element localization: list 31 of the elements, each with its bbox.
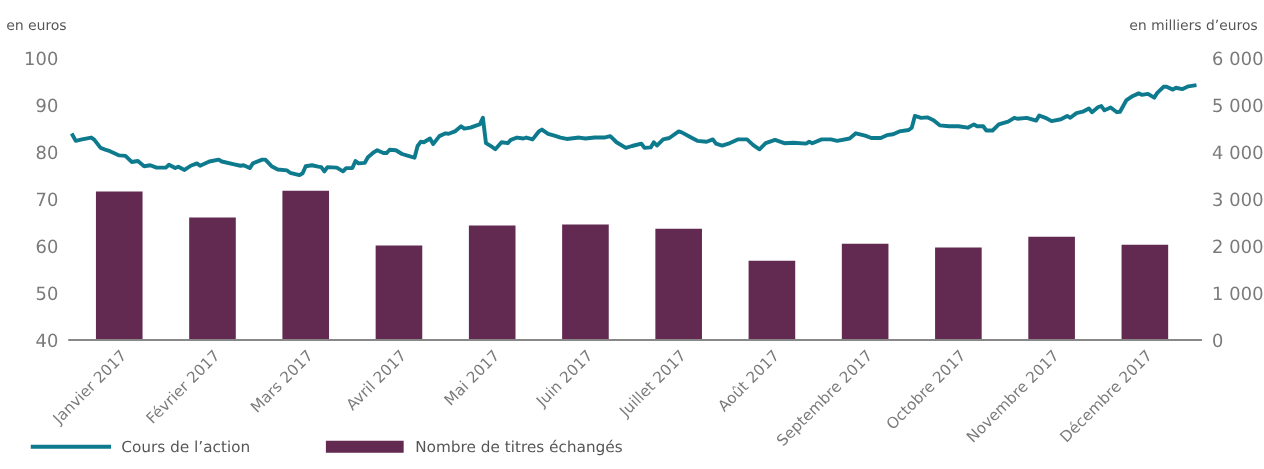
y2-tick-label: 3 000 <box>1213 192 1263 207</box>
bar <box>468 225 516 341</box>
bar <box>655 228 702 341</box>
y2-tick-label: 6 000 <box>1213 51 1263 66</box>
y2-tick-label: 1 000 <box>1213 286 1263 301</box>
bar <box>935 247 982 341</box>
y-axis-title: en euros <box>7 22 66 31</box>
bar <box>1028 236 1075 341</box>
y-tick-label: 40 <box>36 333 58 348</box>
y2-tick-label: 0 <box>1213 333 1223 348</box>
bar <box>748 260 796 341</box>
bar <box>95 191 143 341</box>
y-tick-label: 90 <box>36 98 58 113</box>
y-tick-label: 70 <box>36 192 58 207</box>
y-tick-label: 60 <box>36 239 58 254</box>
y-tick-label: 80 <box>36 145 58 160</box>
y-tick-label: 100 <box>25 51 58 66</box>
legend-label: Cours de l’action <box>122 440 249 453</box>
y2-tick-label: 5 000 <box>1213 98 1263 113</box>
bar <box>1121 244 1169 341</box>
y-tick-label: 50 <box>36 286 58 301</box>
y2-tick-label: 2 000 <box>1213 239 1263 254</box>
line-series <box>70 83 1197 178</box>
bar <box>189 217 236 341</box>
y2-tick-label: 4 000 <box>1212 145 1263 160</box>
bar <box>841 243 889 341</box>
y2-axis-title: en milliers d’euros <box>1130 19 1258 31</box>
bar <box>375 245 423 341</box>
legend-label: Nombre de titres échangés <box>416 439 622 456</box>
bar <box>562 224 609 341</box>
bar <box>282 190 330 341</box>
